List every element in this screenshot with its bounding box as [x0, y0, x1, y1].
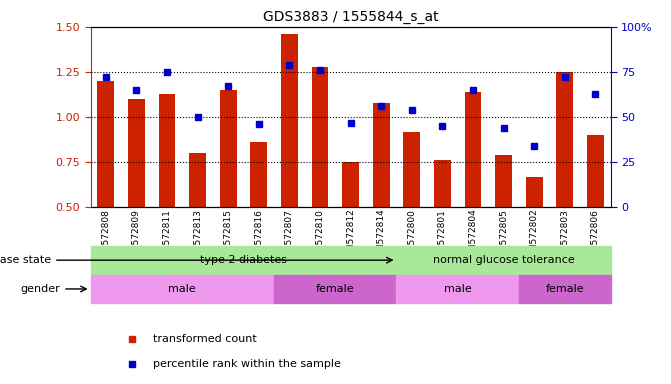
Bar [434, 161, 451, 207]
Bar [495, 155, 512, 207]
Text: male: male [444, 284, 472, 294]
Bar [281, 34, 298, 207]
Text: disease state: disease state [0, 255, 51, 265]
Text: male: male [168, 284, 196, 294]
Text: normal glucose tolerance: normal glucose tolerance [433, 255, 574, 265]
Bar [587, 135, 604, 207]
Bar [403, 132, 420, 207]
Bar [556, 72, 573, 207]
Text: female: female [546, 284, 584, 294]
Bar [158, 94, 176, 207]
Bar [91, 246, 397, 275]
Bar [397, 275, 519, 303]
Bar [274, 275, 397, 303]
Bar [97, 81, 114, 207]
Bar [342, 162, 359, 207]
Text: female: female [316, 284, 354, 294]
Text: type 2 diabetes: type 2 diabetes [200, 255, 287, 265]
Bar [250, 142, 267, 207]
Text: transformed count: transformed count [153, 334, 257, 344]
Title: GDS3883 / 1555844_s_at: GDS3883 / 1555844_s_at [263, 10, 438, 25]
Bar [373, 103, 390, 207]
Bar [519, 275, 611, 303]
Bar [128, 99, 145, 207]
Bar [464, 92, 481, 207]
Bar [397, 246, 611, 275]
Bar [91, 275, 274, 303]
Text: percentile rank within the sample: percentile rank within the sample [153, 359, 341, 369]
Text: gender: gender [20, 284, 60, 294]
Bar [189, 153, 206, 207]
Bar [311, 66, 328, 207]
Bar [525, 177, 543, 207]
Bar [220, 90, 237, 207]
